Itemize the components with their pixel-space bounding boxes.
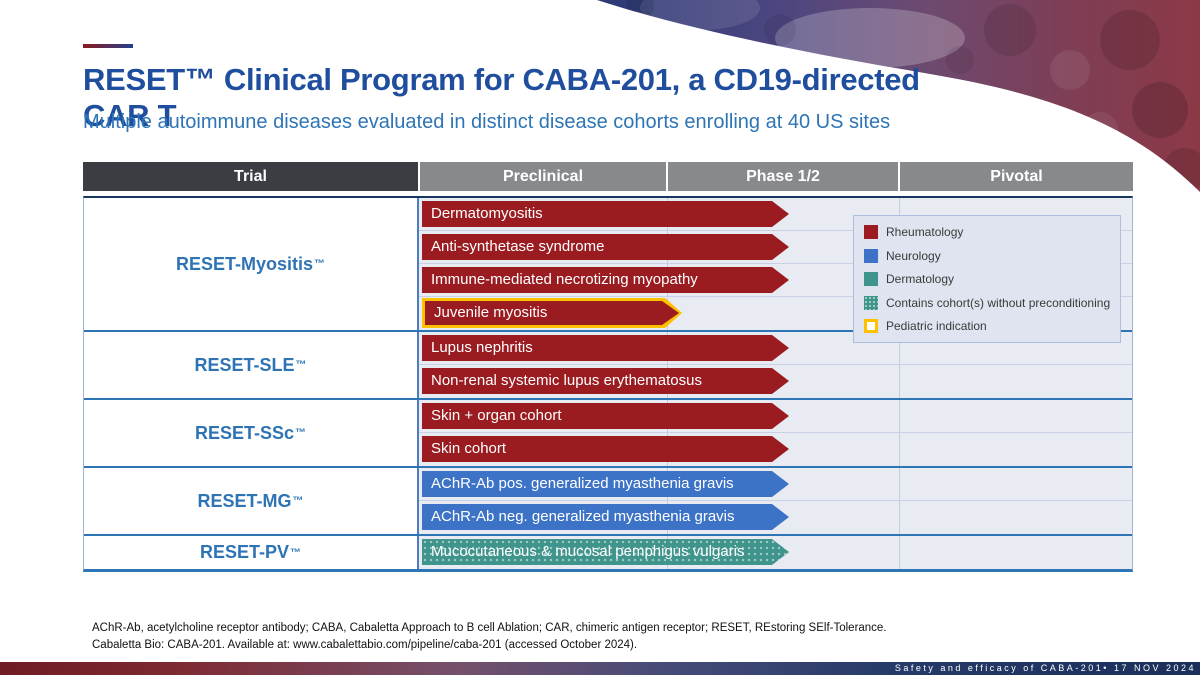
- stage-chart-ssc: Skin + organ cohort Skin cohort: [419, 400, 1132, 466]
- cohort-arrow-rheumatology: Skin cohort: [422, 436, 789, 462]
- cohort-arrow-rheumatology: Non-renal systemic lupus erythematosus: [422, 368, 789, 394]
- pediatric-outline-swatch-icon: [864, 319, 878, 333]
- cohort-row: Lupus nephritis: [419, 332, 1132, 365]
- trial-label-sle: RESET-SLE ™: [84, 332, 419, 398]
- cohort-arrow-rheumatology-pediatric: Juvenile myositis: [425, 301, 679, 325]
- legend-label: Contains cohort(s) without preconditioni…: [886, 295, 1111, 310]
- column-gridline-pivotal: [899, 400, 900, 466]
- trial-name: RESET-SSc: [194, 422, 295, 443]
- table-header: Trial Preclinical Phase 1/2 Pivotal: [83, 162, 1133, 191]
- legend-item-dermatology: Dermatology: [864, 272, 1110, 286]
- trial-label-ssc: RESET-SSc ™: [84, 400, 419, 466]
- cohort-arrow-rheumatology: Dermatomyositis: [422, 201, 789, 227]
- legend-item-pediatric: Pediatric indication: [864, 319, 1110, 333]
- stage-chart-pv: Mucocutaneous & mucosal pemphigus vulgar…: [419, 536, 1132, 569]
- cohort-arrow-rheumatology: Immune-mediated necrotizing myopathy: [422, 267, 789, 293]
- trial-name: RESET-Myositis: [175, 253, 314, 274]
- cohort-row: Juvenile myositis: [419, 297, 1132, 330]
- neurology-swatch-icon: [864, 248, 878, 263]
- trademark-symbol: ™: [295, 359, 307, 371]
- trademark-symbol: ™: [292, 495, 304, 507]
- trial-name: RESET-MG: [197, 490, 292, 511]
- column-header-trial: Trial: [83, 162, 418, 191]
- footer-bar: Safety and efficacy of CABA-201• 17 NOV …: [0, 662, 1200, 675]
- cohort-row: Skin + organ cohort: [419, 400, 1132, 433]
- legend-label: Rheumatology: [886, 225, 964, 239]
- dermatology-swatch-icon: [864, 272, 878, 286]
- column-gridline-pivotal: [899, 468, 900, 534]
- cohort-arrow-neurology: AChR-Ab neg. generalized myasthenia grav…: [422, 504, 789, 530]
- column-gridline-phase12: [667, 332, 668, 398]
- page-title: RESET™ Clinical Program for CABA-201, a …: [83, 62, 920, 133]
- table-row-group-ssc: RESET-SSc ™ Skin + organ cohort Skin coho…: [84, 400, 1132, 468]
- footnote-reference: Cabaletta Bio: CABA-201. Available at: w…: [92, 638, 638, 651]
- rheumatology-swatch-icon: [864, 225, 878, 239]
- trial-name: RESET-PV: [199, 542, 290, 562]
- cohort-row: AChR-Ab neg. generalized myasthenia grav…: [419, 501, 1132, 534]
- legend-label: Dermatology: [886, 272, 955, 286]
- table-row-group-sle: RESET-SLE ™ Lupus nephritis Non-renal sys…: [84, 332, 1132, 400]
- trademark-symbol: ™: [295, 427, 307, 439]
- cohort-arrow-neurology: AChR-Ab pos. generalized myasthenia grav…: [422, 471, 789, 497]
- cohort-row: Skin cohort: [419, 433, 1132, 466]
- footnote-abbreviations: AChR-Ab, acetylcholine receptor antibody…: [92, 622, 887, 634]
- legend-label: Pediatric indication: [886, 319, 987, 333]
- column-gridline-phase12: [667, 400, 668, 466]
- cohort-row: Anti-synthetase syndrome: [419, 231, 1132, 264]
- column-header-pivotal: Pivotal: [900, 162, 1133, 191]
- column-gridline-pivotal: [899, 536, 900, 569]
- cohort-arrow-rheumatology: Skin + organ cohort: [422, 403, 789, 429]
- legend-item-no-preconditioning: Contains cohort(s) without preconditioni…: [864, 295, 1111, 310]
- footnotes: AChR-Ab, acetylcholine receptor antibody…: [92, 620, 922, 653]
- legend: Rheumatology Neurology Dermatology Conta…: [853, 215, 1121, 343]
- table-row-group-pv: RESET-PV ™ Mucocutaneous & mucosal pemphi…: [84, 536, 1132, 569]
- cohort-arrow-rheumatology: Anti-synthetase syndrome: [422, 234, 789, 260]
- stage-chart-mg: AChR-Ab pos. generalized myasthenia grav…: [419, 468, 1132, 534]
- column-gridline-phase12: [667, 198, 668, 330]
- trial-label-myositis: RESET-Myositis ™: [84, 198, 419, 330]
- trial-name: RESET-SLE: [194, 354, 295, 375]
- cohort-row: Immune-mediated necrotizing myopathy: [419, 264, 1132, 297]
- column-gridline-pivotal: [899, 332, 900, 398]
- pediatric-outline: Juvenile myositis: [422, 298, 682, 328]
- column-header-preclinical: Preclinical: [420, 162, 666, 191]
- trial-label-pv: RESET-PV ™: [84, 536, 419, 569]
- legend-label: Neurology: [886, 248, 941, 263]
- cohort-row: AChR-Ab pos. generalized myasthenia grav…: [419, 468, 1132, 501]
- table-row-group-mg: RESET-MG ™ AChR-Ab pos. generalized myast…: [84, 468, 1132, 536]
- stage-chart-sle: Lupus nephritis Non-renal systemic lupus…: [419, 332, 1132, 398]
- cohort-row: Non-renal systemic lupus erythematosus: [419, 365, 1132, 398]
- column-header-phase12: Phase 1/2: [668, 162, 898, 191]
- pipeline-table: RESET-Myositis ™ Dermatomyositis Anti-syn…: [83, 196, 1133, 572]
- trademark-symbol: ™: [290, 546, 302, 559]
- cohort-row: Mucocutaneous & mucosal pemphigus vulgar…: [419, 536, 1132, 569]
- column-gridline-phase12: [667, 468, 668, 534]
- trial-label-mg: RESET-MG ™: [84, 468, 419, 534]
- footer-text: Safety and efficacy of CABA-201• 17 NOV …: [894, 663, 1196, 673]
- trademark-symbol: ™: [314, 258, 326, 270]
- dotted-swatch-icon: [864, 295, 878, 310]
- cohort-row: Dermatomyositis: [419, 198, 1132, 231]
- accent-dash: [83, 44, 133, 48]
- legend-item-rheumatology: Rheumatology: [864, 225, 1110, 239]
- page-subtitle: Multiple autoimmune diseases evaluated i…: [83, 111, 891, 133]
- legend-item-neurology: Neurology: [864, 248, 1110, 263]
- cohort-arrow-rheumatology: Lupus nephritis: [422, 335, 789, 361]
- cohort-arrow-dermatology-no-preconditioning: Mucocutaneous & mucosal pemphigus vulgar…: [422, 539, 789, 565]
